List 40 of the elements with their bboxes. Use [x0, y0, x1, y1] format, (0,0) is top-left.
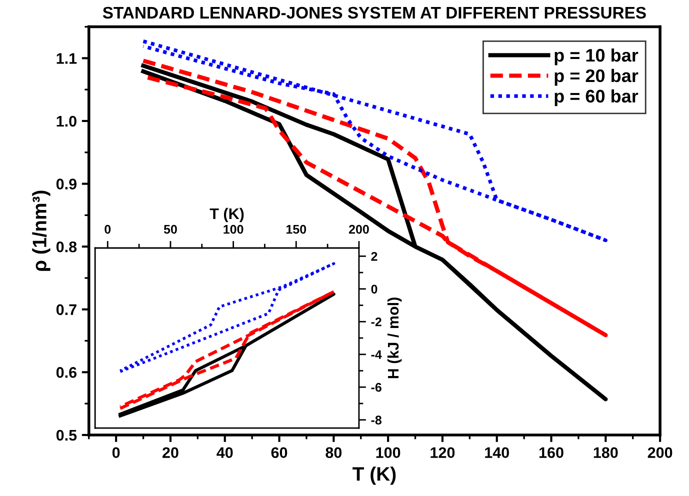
y-axis-title: H (kJ / mol) [387, 298, 402, 378]
y-tick-label: 0.7 [56, 304, 76, 316]
x-tick-label: 160 [539, 447, 564, 458]
x-tick-label: 150 [286, 224, 306, 234]
x-axis-title: T (K) [352, 466, 396, 485]
y-tick-label: 2 [371, 252, 378, 261]
legend-label: p = 60 bar [554, 89, 638, 106]
y-tick-label: 1.1 [56, 53, 77, 64]
y-tick-label: 0 [371, 284, 378, 294]
line-series [118, 262, 336, 373]
y-tick-label: -2 [371, 317, 382, 326]
y-tick-label: 0.5 [56, 430, 77, 441]
y-tick-label: -8 [371, 416, 382, 425]
y-axis-title: ρ (1/nm³) [32, 190, 50, 271]
x-tick-label: 100 [224, 224, 244, 234]
x-tick-label: 140 [485, 447, 509, 458]
legend-label: p = 20 bar [554, 68, 638, 86]
x-tick-label: 50 [164, 224, 177, 234]
y-tick-label: -4 [371, 350, 382, 359]
x-tick-label: 20 [162, 447, 178, 458]
y-tick-label: -6 [371, 382, 382, 392]
x-tick-label: 0 [104, 224, 111, 234]
x-tick-label: 200 [348, 224, 369, 234]
y-tick-label: 1.0 [56, 116, 76, 127]
x-tick-label: 180 [594, 447, 618, 458]
chart-title: STANDARD LENNARD-JONES SYSTEM AT DIFFERENT PRESSURES [102, 6, 646, 19]
legend-label: p = 10 bar [554, 48, 638, 66]
x-axis-title: T (K) [210, 208, 244, 222]
y-tick-label: 0.9 [56, 178, 77, 190]
x-tick-label: 0 [112, 447, 120, 458]
line-series [141, 39, 608, 242]
y-tick-label: 0.6 [56, 367, 77, 378]
y-tick-label: 0.8 [56, 241, 77, 252]
x-tick-label: 40 [216, 447, 233, 458]
x-tick-label: 200 [648, 447, 672, 458]
x-tick-label: 100 [376, 447, 400, 458]
x-tick-label: 60 [271, 447, 288, 458]
line-series [141, 64, 608, 402]
x-tick-label: 80 [326, 447, 342, 458]
x-tick-label: 120 [430, 447, 455, 458]
